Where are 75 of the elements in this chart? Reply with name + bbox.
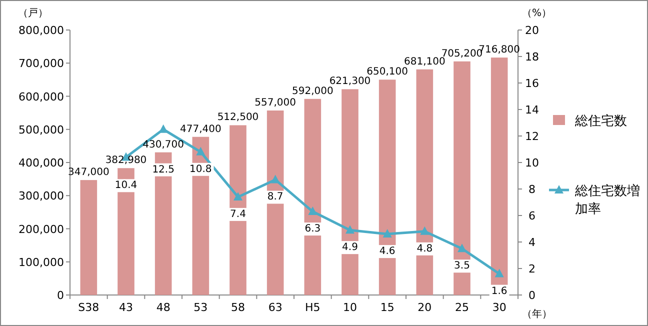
x-tick-label: 63 — [268, 301, 282, 314]
data-label: 4.9 — [342, 242, 358, 254]
data-label: 3.5 — [454, 260, 470, 272]
data-label: 382,980 — [105, 155, 147, 166]
bar — [230, 125, 246, 295]
data-label: 1.6 — [491, 286, 508, 297]
bar — [342, 89, 358, 295]
data-label: 4.6 — [379, 246, 396, 258]
point — [494, 268, 504, 278]
x-tick-label: 15 — [380, 301, 394, 314]
data-label: 592,000 — [292, 86, 334, 97]
x-tick-label: 20 — [418, 301, 432, 314]
x-tick-label: 58 — [231, 301, 245, 314]
x-axis-title: （年） — [522, 308, 552, 320]
x-tick-label: 10 — [343, 301, 357, 314]
y-tick-label: 600,000 — [18, 90, 64, 104]
y2-tick-label: 16 — [525, 77, 539, 90]
y-tick-label: 300,000 — [18, 190, 64, 203]
point — [458, 244, 466, 252]
y2-tick-label: 18 — [525, 50, 539, 64]
y2-tick-label: 20 — [525, 24, 539, 37]
x-tick-label: S38 — [78, 301, 100, 314]
point — [420, 226, 430, 235]
data-label: 7.4 — [230, 208, 246, 220]
legend-label: 総住宅数 — [574, 113, 627, 129]
y-tick-label: 700,000 — [18, 57, 64, 70]
data-label: 4.8 — [416, 243, 433, 254]
y2-tick-label: 2 — [528, 262, 536, 276]
y2-tick-label: 4 — [528, 236, 536, 249]
y2-tick-label: 12 — [525, 130, 539, 143]
x-tick-label: H5 — [305, 301, 320, 314]
point — [382, 229, 392, 238]
data-label: 512,500 — [217, 112, 259, 124]
x-tick-label: 30 — [492, 301, 506, 314]
y2-tick-label: 8 — [528, 183, 536, 196]
point — [196, 146, 206, 156]
y-tick-label: 200,000 — [18, 222, 64, 236]
y-tick-label: 0 — [57, 289, 64, 302]
y-tick-label: 100,000 — [18, 256, 64, 269]
data-label: 8.7 — [267, 192, 284, 203]
data-label: 6.3 — [304, 224, 321, 235]
x-tick-label: 48 — [156, 301, 170, 314]
data-label: 477,400 — [180, 124, 222, 135]
y2-tick-label: 6 — [528, 210, 536, 222]
legend-label: 総住宅数増加率 — [574, 183, 640, 217]
x-tick-label: 25 — [455, 301, 469, 314]
point — [234, 192, 242, 200]
bar — [304, 98, 322, 295]
bar — [416, 69, 434, 295]
data-label: 621,300 — [329, 76, 371, 88]
y-axis-title: （戸） — [18, 8, 48, 19]
y2-tick-label: 0 — [528, 289, 536, 302]
point — [270, 174, 280, 184]
x-tick-label: 43 — [119, 301, 133, 314]
y-tick-label: 500,000 — [18, 123, 64, 136]
data-label: 650,100 — [366, 66, 408, 78]
data-label: 430,700 — [142, 139, 184, 150]
data-label: 681,100 — [404, 56, 446, 68]
data-label: 12.5 — [152, 164, 174, 176]
data-label: 10.8 — [190, 164, 212, 175]
y2-tick-label: 10 — [525, 156, 539, 170]
data-label: 347,000 — [68, 167, 110, 178]
x-tick-label: 53 — [194, 301, 208, 314]
y2-tick-label: 14 — [525, 104, 539, 116]
y-tick-label: 800,000 — [18, 24, 64, 37]
bar — [266, 110, 284, 295]
bar — [454, 61, 470, 295]
point — [308, 206, 318, 216]
data-label: 557,000 — [254, 97, 296, 108]
bar — [80, 180, 98, 295]
y2-axis-title: （%） — [522, 8, 552, 19]
y-tick-label: 400,000 — [18, 156, 64, 170]
data-label: 10.4 — [114, 180, 138, 192]
point — [346, 225, 354, 234]
bar — [378, 80, 396, 295]
